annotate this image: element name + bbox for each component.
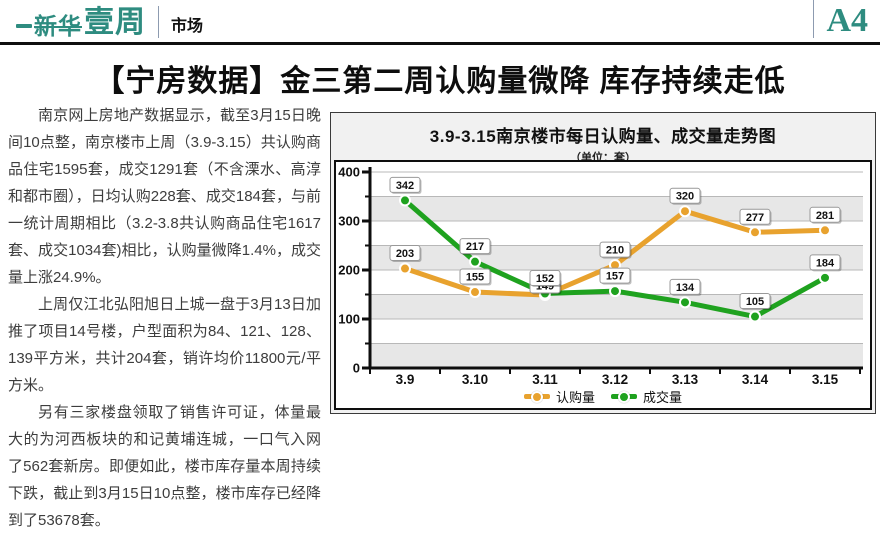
chart-legend: 认购量 成交量 (336, 387, 870, 406)
trend-chart-svg: 0 100 200 300 400 3.9 3.10 3.11 3.12 3.13 3.14 3.15… (338, 165, 863, 387)
article-paragraph: 南京网上房地产数据显示，截至3月15日晚间10点整，南京楼市上周（3.9-3.1… (8, 107, 321, 286)
section-label: 市场 (171, 18, 204, 35)
newspaper-logo: 新华 壹周 (16, 8, 146, 38)
masthead-divider-left (158, 6, 159, 38)
svg-text:3.12: 3.12 (602, 372, 628, 387)
chart-title: 3.9-3.15南京楼市每日认购量、成交量走势图 (429, 127, 777, 146)
masthead: 新华 壹周 市场 A4 (0, 0, 880, 45)
article-body: 南京网上房地产数据显示，截至3月15日晚间10点整，南京楼市上周（3.9-3.1… (8, 102, 321, 534)
svg-text:3.9: 3.9 (396, 372, 415, 387)
svg-text:400: 400 (338, 165, 360, 180)
article-paragraph: 上周仅江北弘阳旭日上城一盘于3月13日加推了项目14号楼，户型面积为84、121… (8, 296, 321, 394)
svg-text:0: 0 (353, 361, 360, 376)
svg-text:184: 184 (816, 257, 835, 269)
svg-text:342: 342 (396, 180, 414, 192)
svg-text:300: 300 (338, 214, 360, 229)
svg-text:134: 134 (676, 282, 695, 294)
legend-item-transactions: 成交量 (611, 387, 682, 406)
logo-main: 壹周 (84, 6, 146, 39)
svg-text:3.10: 3.10 (462, 372, 488, 387)
chart-plot-box: 0 100 200 300 400 3.9 3.10 3.11 3.12 3.13 3.14 3.15… (334, 160, 872, 410)
article-paragraph: 另有三家楼盘领取了销售许可证，体量最大的为河西板块的和记黄埔连城，一口气入网了5… (8, 404, 321, 529)
legend-item-subscriptions: 认购量 (523, 387, 595, 406)
svg-text:157: 157 (606, 271, 624, 283)
page-number: A4 (826, 2, 868, 39)
svg-text:105: 105 (746, 296, 764, 308)
legend-label: 成交量 (643, 390, 683, 405)
svg-text:200: 200 (338, 263, 360, 278)
svg-text:3.14: 3.14 (742, 372, 769, 387)
svg-text:3.11: 3.11 (532, 372, 558, 387)
svg-text:217: 217 (466, 241, 484, 253)
article-headline: 【宁房数据】金三第二周认购量微降 库存持续走低 (94, 65, 786, 98)
chart-panel: 3.9-3.15南京楼市每日认购量、成交量走势图 （单位：套） 0 100 200 3… (330, 112, 876, 414)
svg-text:100: 100 (338, 312, 360, 327)
svg-text:152: 152 (536, 273, 554, 285)
transactions-line-icon (611, 394, 637, 399)
svg-text:277: 277 (746, 212, 764, 224)
logo-dash-icon (16, 24, 32, 28)
masthead-divider-right (813, 0, 815, 38)
svg-text:3.15: 3.15 (812, 372, 839, 387)
logo-prefix: 新华 (34, 13, 82, 39)
subscriptions-line-icon (523, 394, 550, 399)
legend-label: 认购量 (555, 390, 595, 405)
svg-text:203: 203 (396, 248, 414, 260)
svg-text:3.13: 3.13 (672, 372, 699, 387)
svg-text:210: 210 (606, 245, 624, 257)
svg-text:155: 155 (466, 272, 484, 284)
svg-text:320: 320 (676, 191, 694, 203)
svg-text:281: 281 (816, 210, 834, 222)
